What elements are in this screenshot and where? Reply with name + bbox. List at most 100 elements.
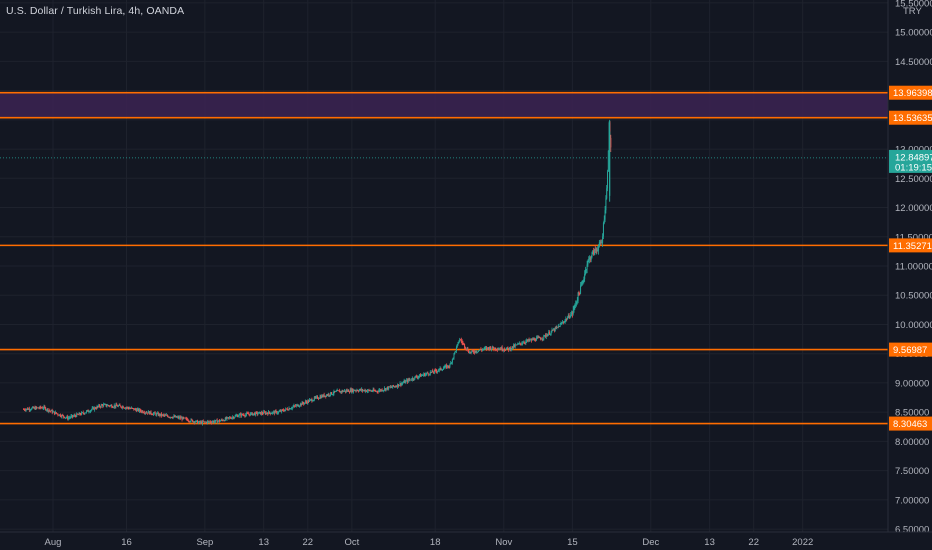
candle-body xyxy=(142,410,144,413)
candle-body xyxy=(264,411,266,413)
candle-body xyxy=(521,343,523,345)
candle-body xyxy=(555,327,557,329)
candle-body xyxy=(539,336,541,339)
candle-body xyxy=(250,412,252,414)
candle-body xyxy=(569,316,571,318)
candle-body xyxy=(338,390,340,392)
candle-body xyxy=(60,416,62,418)
level-label: 8.30463 xyxy=(893,419,927,430)
candle-body xyxy=(571,312,573,314)
candle-body xyxy=(317,398,319,400)
candle-body xyxy=(387,387,389,390)
candle-body xyxy=(259,411,261,415)
candle-body xyxy=(81,412,83,415)
candle-body xyxy=(483,347,485,350)
candle-body xyxy=(237,415,239,417)
candle-body xyxy=(413,379,415,381)
candle-body xyxy=(598,246,600,251)
candle-body xyxy=(203,421,205,423)
candle-body xyxy=(132,408,134,409)
candle-body xyxy=(232,416,234,419)
candle-body xyxy=(322,395,323,397)
candle-body xyxy=(485,347,487,349)
candle-body xyxy=(326,394,328,397)
candle-body xyxy=(506,347,508,349)
candle-body xyxy=(131,407,133,409)
candle-body xyxy=(219,420,221,422)
candle-body xyxy=(420,374,421,377)
candle-body xyxy=(354,390,356,392)
candle-body xyxy=(38,408,40,409)
candle-body xyxy=(444,365,446,368)
candle-body xyxy=(448,366,450,368)
candle-body xyxy=(582,280,584,283)
candle-body xyxy=(557,326,559,328)
level-label-bg xyxy=(889,110,932,125)
candle-body xyxy=(193,421,195,423)
time-tick-label: 13 xyxy=(704,537,715,548)
candle-body xyxy=(562,322,564,324)
candle-body xyxy=(302,402,304,404)
candle-body xyxy=(273,411,275,414)
candle-body xyxy=(204,421,206,423)
candle-body xyxy=(342,390,344,392)
candle-body xyxy=(182,417,184,420)
candle-body xyxy=(562,322,564,323)
candle-body xyxy=(305,401,307,403)
candle-body xyxy=(45,409,47,411)
candle-body xyxy=(75,415,77,417)
time-axis[interactable]: Aug 16 Sep 13 22 Oct 18 Nov 15 Dec 13 22 2022 xyxy=(0,531,932,548)
price-tick-label: 9.00000 xyxy=(895,378,929,389)
candle-body xyxy=(333,391,335,394)
candle-body xyxy=(24,409,26,411)
candle-body xyxy=(567,315,569,318)
candle-body xyxy=(42,408,44,409)
candle-body xyxy=(357,390,359,391)
horizontal-levels[interactable] xyxy=(0,91,888,425)
candle-body xyxy=(95,408,97,410)
candle-body xyxy=(531,338,533,341)
candle-body xyxy=(509,347,511,350)
candle-body xyxy=(257,413,259,415)
candle-body xyxy=(577,292,579,301)
candle-body xyxy=(394,386,396,388)
candle-body xyxy=(99,405,101,407)
candle-body xyxy=(317,396,319,399)
candle-body xyxy=(598,242,600,247)
candle-body xyxy=(126,407,127,409)
candle-body xyxy=(40,406,42,408)
candle-body xyxy=(372,389,374,392)
candle-body xyxy=(155,413,157,416)
candle-body xyxy=(349,389,351,393)
candle-body xyxy=(386,387,388,389)
candle-body xyxy=(101,404,103,406)
candle-body xyxy=(344,390,346,392)
candle-body xyxy=(57,413,59,415)
candle-body xyxy=(259,411,261,413)
candle-body xyxy=(171,417,173,419)
candle-body xyxy=(80,414,82,416)
price-axis[interactable]: 6.50000 7.00000 7.50000 8.00000 8.50000 9.000… xyxy=(887,0,932,550)
candle-body xyxy=(432,370,434,373)
candle-body xyxy=(37,407,39,409)
time-tick-label: 2022 xyxy=(792,537,813,548)
candle-body xyxy=(424,374,426,376)
candle-body xyxy=(72,415,74,417)
price-tick-label: 10.00000 xyxy=(895,320,932,331)
time-tick-label: Nov xyxy=(495,537,512,548)
candle-body xyxy=(458,342,460,343)
candle-body xyxy=(457,342,459,345)
candle-body xyxy=(61,415,63,417)
candle-body xyxy=(148,411,150,414)
candle-body xyxy=(41,407,43,409)
candle-body xyxy=(282,409,284,411)
candle-body xyxy=(175,416,177,418)
candle-body xyxy=(143,412,145,414)
candle-body xyxy=(238,414,240,417)
candle-body xyxy=(580,285,582,294)
candle-body xyxy=(195,420,197,422)
candle-body xyxy=(535,337,537,341)
candle-body xyxy=(107,405,109,406)
candle-body xyxy=(160,413,162,416)
